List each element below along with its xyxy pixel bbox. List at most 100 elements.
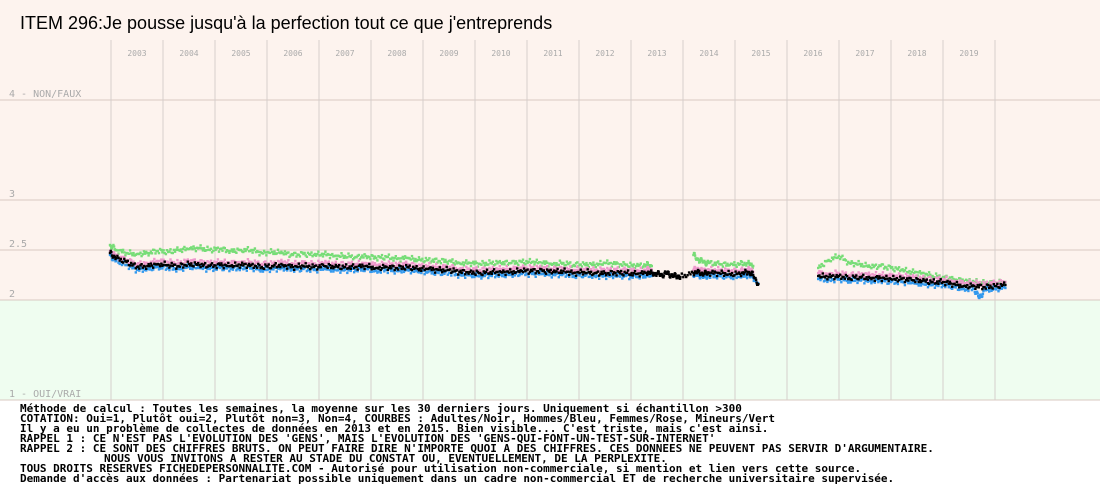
data-point [424, 263, 428, 267]
data-point [843, 277, 846, 280]
data-point [286, 261, 289, 264]
data-point [206, 265, 209, 268]
data-point [482, 266, 485, 269]
data-point [119, 257, 122, 261]
data-point [710, 271, 713, 274]
data-point [984, 287, 987, 290]
data-point [520, 260, 523, 264]
data-point [702, 274, 705, 277]
data-point [640, 270, 644, 273]
data-point [842, 275, 845, 279]
data-point [657, 270, 660, 274]
data-point [584, 263, 587, 267]
data-point [410, 268, 414, 272]
data-point [513, 268, 517, 271]
data-point [514, 271, 518, 274]
data-point [739, 268, 743, 271]
data-point [148, 265, 151, 268]
data-point [260, 268, 263, 272]
y-tick-label: 3 [9, 189, 15, 200]
data-point [422, 265, 425, 268]
data-point [985, 285, 989, 289]
data-point [432, 268, 436, 271]
data-point [318, 264, 321, 267]
data-point [124, 259, 127, 263]
data-point [452, 261, 455, 265]
data-point [715, 277, 719, 280]
data-point [360, 265, 363, 269]
data-point [697, 258, 700, 262]
data-point [679, 275, 682, 279]
data-point [726, 275, 729, 278]
data-point [714, 271, 718, 274]
data-point [592, 266, 595, 269]
data-point [562, 261, 565, 265]
data-point [850, 278, 853, 282]
data-point [276, 265, 280, 268]
data-point [829, 279, 833, 283]
data-point [385, 268, 388, 272]
data-point [298, 265, 302, 268]
data-point [748, 272, 751, 275]
data-point [291, 253, 295, 257]
data-point [316, 271, 319, 274]
data-point [851, 271, 855, 274]
data-point [405, 260, 408, 263]
data-point [432, 260, 436, 263]
data-point [914, 280, 917, 284]
data-point [439, 262, 443, 265]
data-point [818, 264, 821, 267]
data-point [321, 263, 325, 266]
data-point [709, 261, 712, 264]
data-point [386, 255, 389, 259]
data-point [587, 265, 590, 269]
data-point [871, 263, 874, 266]
data-point [140, 267, 143, 270]
data-point [489, 267, 492, 271]
chart-title: ITEM 296:Je pousse jusqu'à la perfection… [20, 13, 552, 33]
data-point [373, 262, 377, 265]
data-point [339, 271, 342, 274]
data-point [940, 286, 943, 289]
data-point [879, 264, 882, 268]
x-tick-label: 2017 [855, 49, 874, 58]
data-point [866, 278, 870, 281]
data-point [205, 264, 208, 267]
data-point [420, 259, 423, 262]
data-point [865, 276, 868, 279]
data-point [357, 253, 361, 257]
data-point [116, 249, 119, 252]
data-point [534, 261, 537, 264]
data-point [752, 273, 755, 277]
data-point [492, 268, 496, 271]
data-point [193, 258, 196, 261]
data-point [296, 268, 299, 271]
data-point [858, 262, 861, 266]
data-point [892, 268, 895, 271]
data-point [231, 250, 235, 253]
data-point [141, 270, 144, 273]
data-point [363, 253, 366, 256]
data-point [620, 268, 623, 271]
data-point [863, 265, 866, 268]
data-point [163, 260, 166, 263]
data-point [366, 255, 370, 258]
data-point [138, 252, 141, 256]
data-point [585, 261, 588, 265]
data-point [964, 285, 968, 289]
data-point [341, 254, 344, 257]
data-point [401, 262, 404, 265]
data-point [216, 258, 220, 261]
data-point [921, 282, 924, 286]
data-point [256, 268, 259, 271]
data-point [417, 271, 421, 274]
data-point [272, 268, 275, 271]
data-point [487, 276, 490, 280]
data-point [644, 276, 647, 279]
data-point [694, 273, 697, 276]
data-point [339, 255, 342, 258]
data-point [750, 272, 753, 275]
data-point [821, 272, 824, 275]
data-point [645, 263, 648, 267]
data-point [636, 262, 639, 266]
